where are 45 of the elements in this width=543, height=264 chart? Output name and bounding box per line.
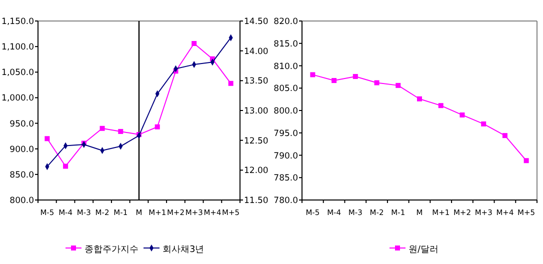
point [192,41,197,46]
y-tick-label: 785.0 [274,174,298,184]
point [524,158,529,164]
point [228,80,234,86]
legend-label: 원/달러 [408,245,439,255]
y-tick-label: 1,100.0 [2,42,34,53]
y-tick-label: 790.0 [274,151,298,162]
y-tick-label: 900.0 [10,144,34,155]
y-tick-label: 1,050.0 [2,68,34,78]
y2-tick-label: 14.50 [244,17,268,27]
point [374,80,380,86]
legend-label: 종합주가지수 [84,245,138,255]
y-tick-label: 810.0 [274,62,298,72]
point [502,133,508,138]
y-tick-label: 795.0 [274,128,298,139]
point [310,72,316,78]
y-tick-label: 815.0 [274,39,298,50]
point [332,78,337,84]
y2-tick-label: 12.50 [244,136,268,146]
y2-tick-label: 14.00 [244,46,268,57]
y2-tick-label: 12.00 [244,166,268,176]
y-tick-label: 800.0 [274,106,298,116]
y-tick-label: 850.0 [10,170,34,180]
point [100,126,105,131]
y-tick-label: 1,150.0 [2,17,34,27]
point [118,128,124,134]
legend-label: 회사채3년 [162,245,204,255]
point [154,124,160,130]
point [417,96,422,102]
point [352,74,358,79]
point [438,103,444,108]
point [460,112,465,118]
y2-tick-label: 13.00 [244,106,268,116]
y2-tick-label: 13.50 [244,76,268,87]
y-tick-label: 820.0 [274,17,298,27]
y-tick-label: 780.0 [274,196,298,206]
point [63,164,68,169]
y-tick-label: 805.0 [274,84,298,94]
y2-tick-label: 11.50 [244,196,268,206]
y-tick-label: 1,000.0 [2,94,34,104]
point [396,82,401,88]
y-tick-label: 800.0 [10,196,34,206]
point [481,121,486,126]
point [44,136,50,142]
y-tick-label: 950.0 [10,119,34,130]
